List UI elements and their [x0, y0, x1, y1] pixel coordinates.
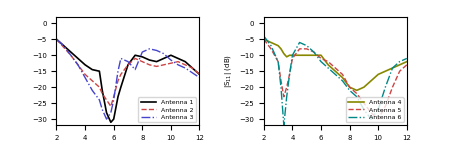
Y-axis label: |S$_{11}$| (dB): |S$_{11}$| (dB) [222, 54, 233, 88]
Legend: Antenna 1, Antenna 2, Antenna 3: Antenna 1, Antenna 2, Antenna 3 [138, 97, 196, 122]
Legend: Antenna 4, Antenna 5, Antenna 6: Antenna 4, Antenna 5, Antenna 6 [345, 97, 403, 122]
